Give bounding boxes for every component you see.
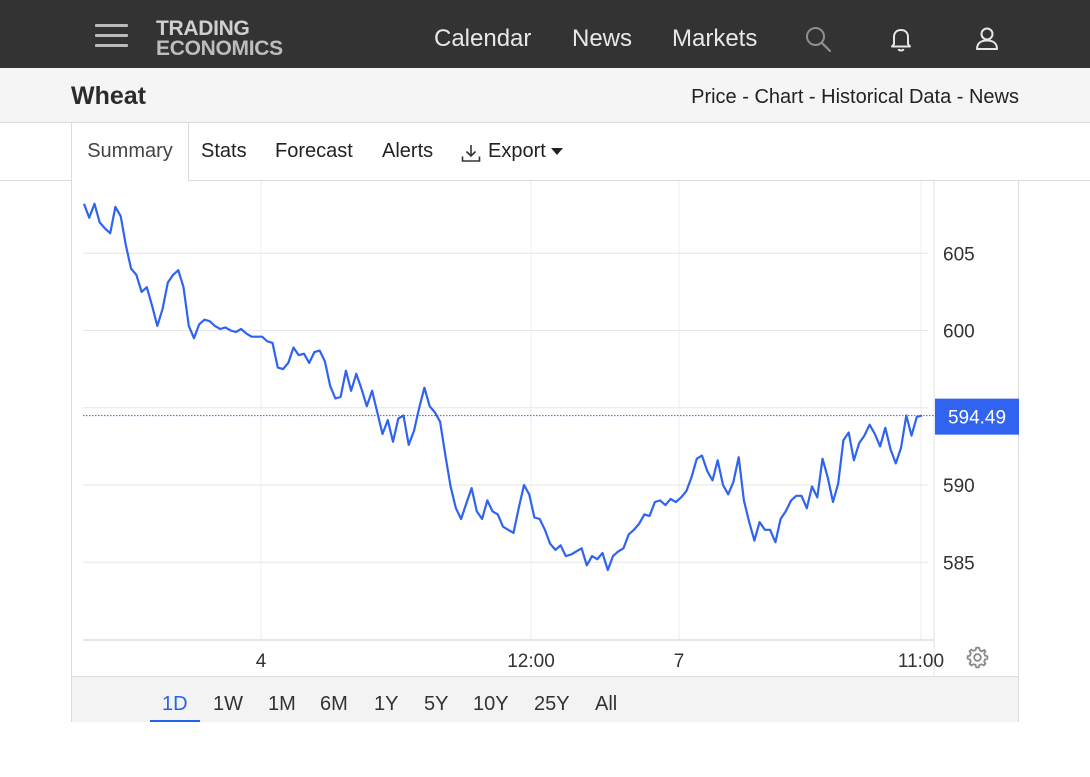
x-tick-label: 11:00	[898, 651, 944, 672]
range-25y[interactable]: 25Y	[534, 693, 570, 715]
export-label: Export	[488, 140, 546, 162]
active-range-indicator	[150, 720, 200, 722]
tab-stats[interactable]: Stats	[201, 140, 247, 162]
x-tick-label: 12:00	[507, 651, 555, 672]
link-historical-data[interactable]: Historical Data	[821, 86, 952, 108]
range-1y[interactable]: 1Y	[374, 693, 399, 715]
top-navbar: TRADING ECONOMICS Calendar News Markets	[0, 0, 1090, 68]
gear-icon[interactable]	[965, 645, 990, 670]
chart-series	[82, 202, 934, 572]
nav-link-markets[interactable]: Markets	[672, 25, 758, 52]
tab-bar: Summary Stats Forecast Alerts Export	[0, 123, 1090, 181]
download-icon	[461, 145, 481, 162]
range-10y[interactable]: 10Y	[473, 693, 509, 715]
tab-alerts[interactable]: Alerts	[382, 140, 434, 162]
range-selector: 1D 1W 1M 6M 1Y 5Y 10Y 25Y All	[72, 676, 1018, 722]
x-tick-label: 4	[256, 651, 267, 672]
logo-line-1: TRADING	[156, 17, 250, 40]
range-all[interactable]: All	[595, 693, 618, 715]
link-separator: -	[803, 86, 822, 108]
search-icon[interactable]	[803, 24, 833, 54]
link-separator: -	[951, 86, 969, 108]
user-icon[interactable]	[972, 24, 1002, 54]
x-tick-label: 7	[674, 651, 685, 672]
range-1m[interactable]: 1M	[268, 693, 296, 715]
y-tick-label: 605	[943, 244, 975, 265]
link-price[interactable]: Price	[691, 86, 737, 108]
instrument-header: Wheat Price - Chart - Historical Data - …	[0, 68, 1090, 123]
range-5y[interactable]: 5Y	[424, 693, 449, 715]
tab-forecast[interactable]: Forecast	[275, 140, 353, 162]
menu-icon[interactable]	[95, 24, 128, 48]
price-line	[82, 202, 923, 572]
logo-line-2: ECONOMICS	[156, 37, 283, 60]
last-price-badge	[935, 398, 1019, 435]
range-1w[interactable]: 1W	[213, 693, 243, 715]
link-news[interactable]: News	[968, 86, 1019, 108]
page-title: Wheat	[71, 82, 146, 110]
bell-icon[interactable]	[886, 24, 916, 54]
last-price-label: 594.49	[948, 408, 1006, 429]
site-logo[interactable]: TRADING ECONOMICS	[156, 17, 318, 60]
nav-link-news[interactable]: News	[572, 25, 633, 52]
link-separator: -	[736, 86, 755, 108]
section-links: Price - Chart - Historical Data - News	[691, 86, 1019, 109]
chart-labels: 585 590 600 605 4 12:00 7 11:00 594.49	[256, 244, 1019, 672]
y-tick-label: 585	[943, 553, 975, 574]
nav-link-calendar[interactable]: Calendar	[434, 25, 532, 52]
chart-grid	[83, 181, 935, 676]
range-1d[interactable]: 1D	[162, 693, 188, 715]
caret-down-icon	[551, 148, 563, 155]
link-chart[interactable]: Chart	[754, 86, 804, 108]
tab-summary[interactable]: Summary	[71, 123, 189, 181]
range-6m[interactable]: 6M	[320, 693, 348, 715]
y-tick-label: 590	[943, 476, 975, 497]
y-tick-label: 600	[943, 322, 975, 343]
